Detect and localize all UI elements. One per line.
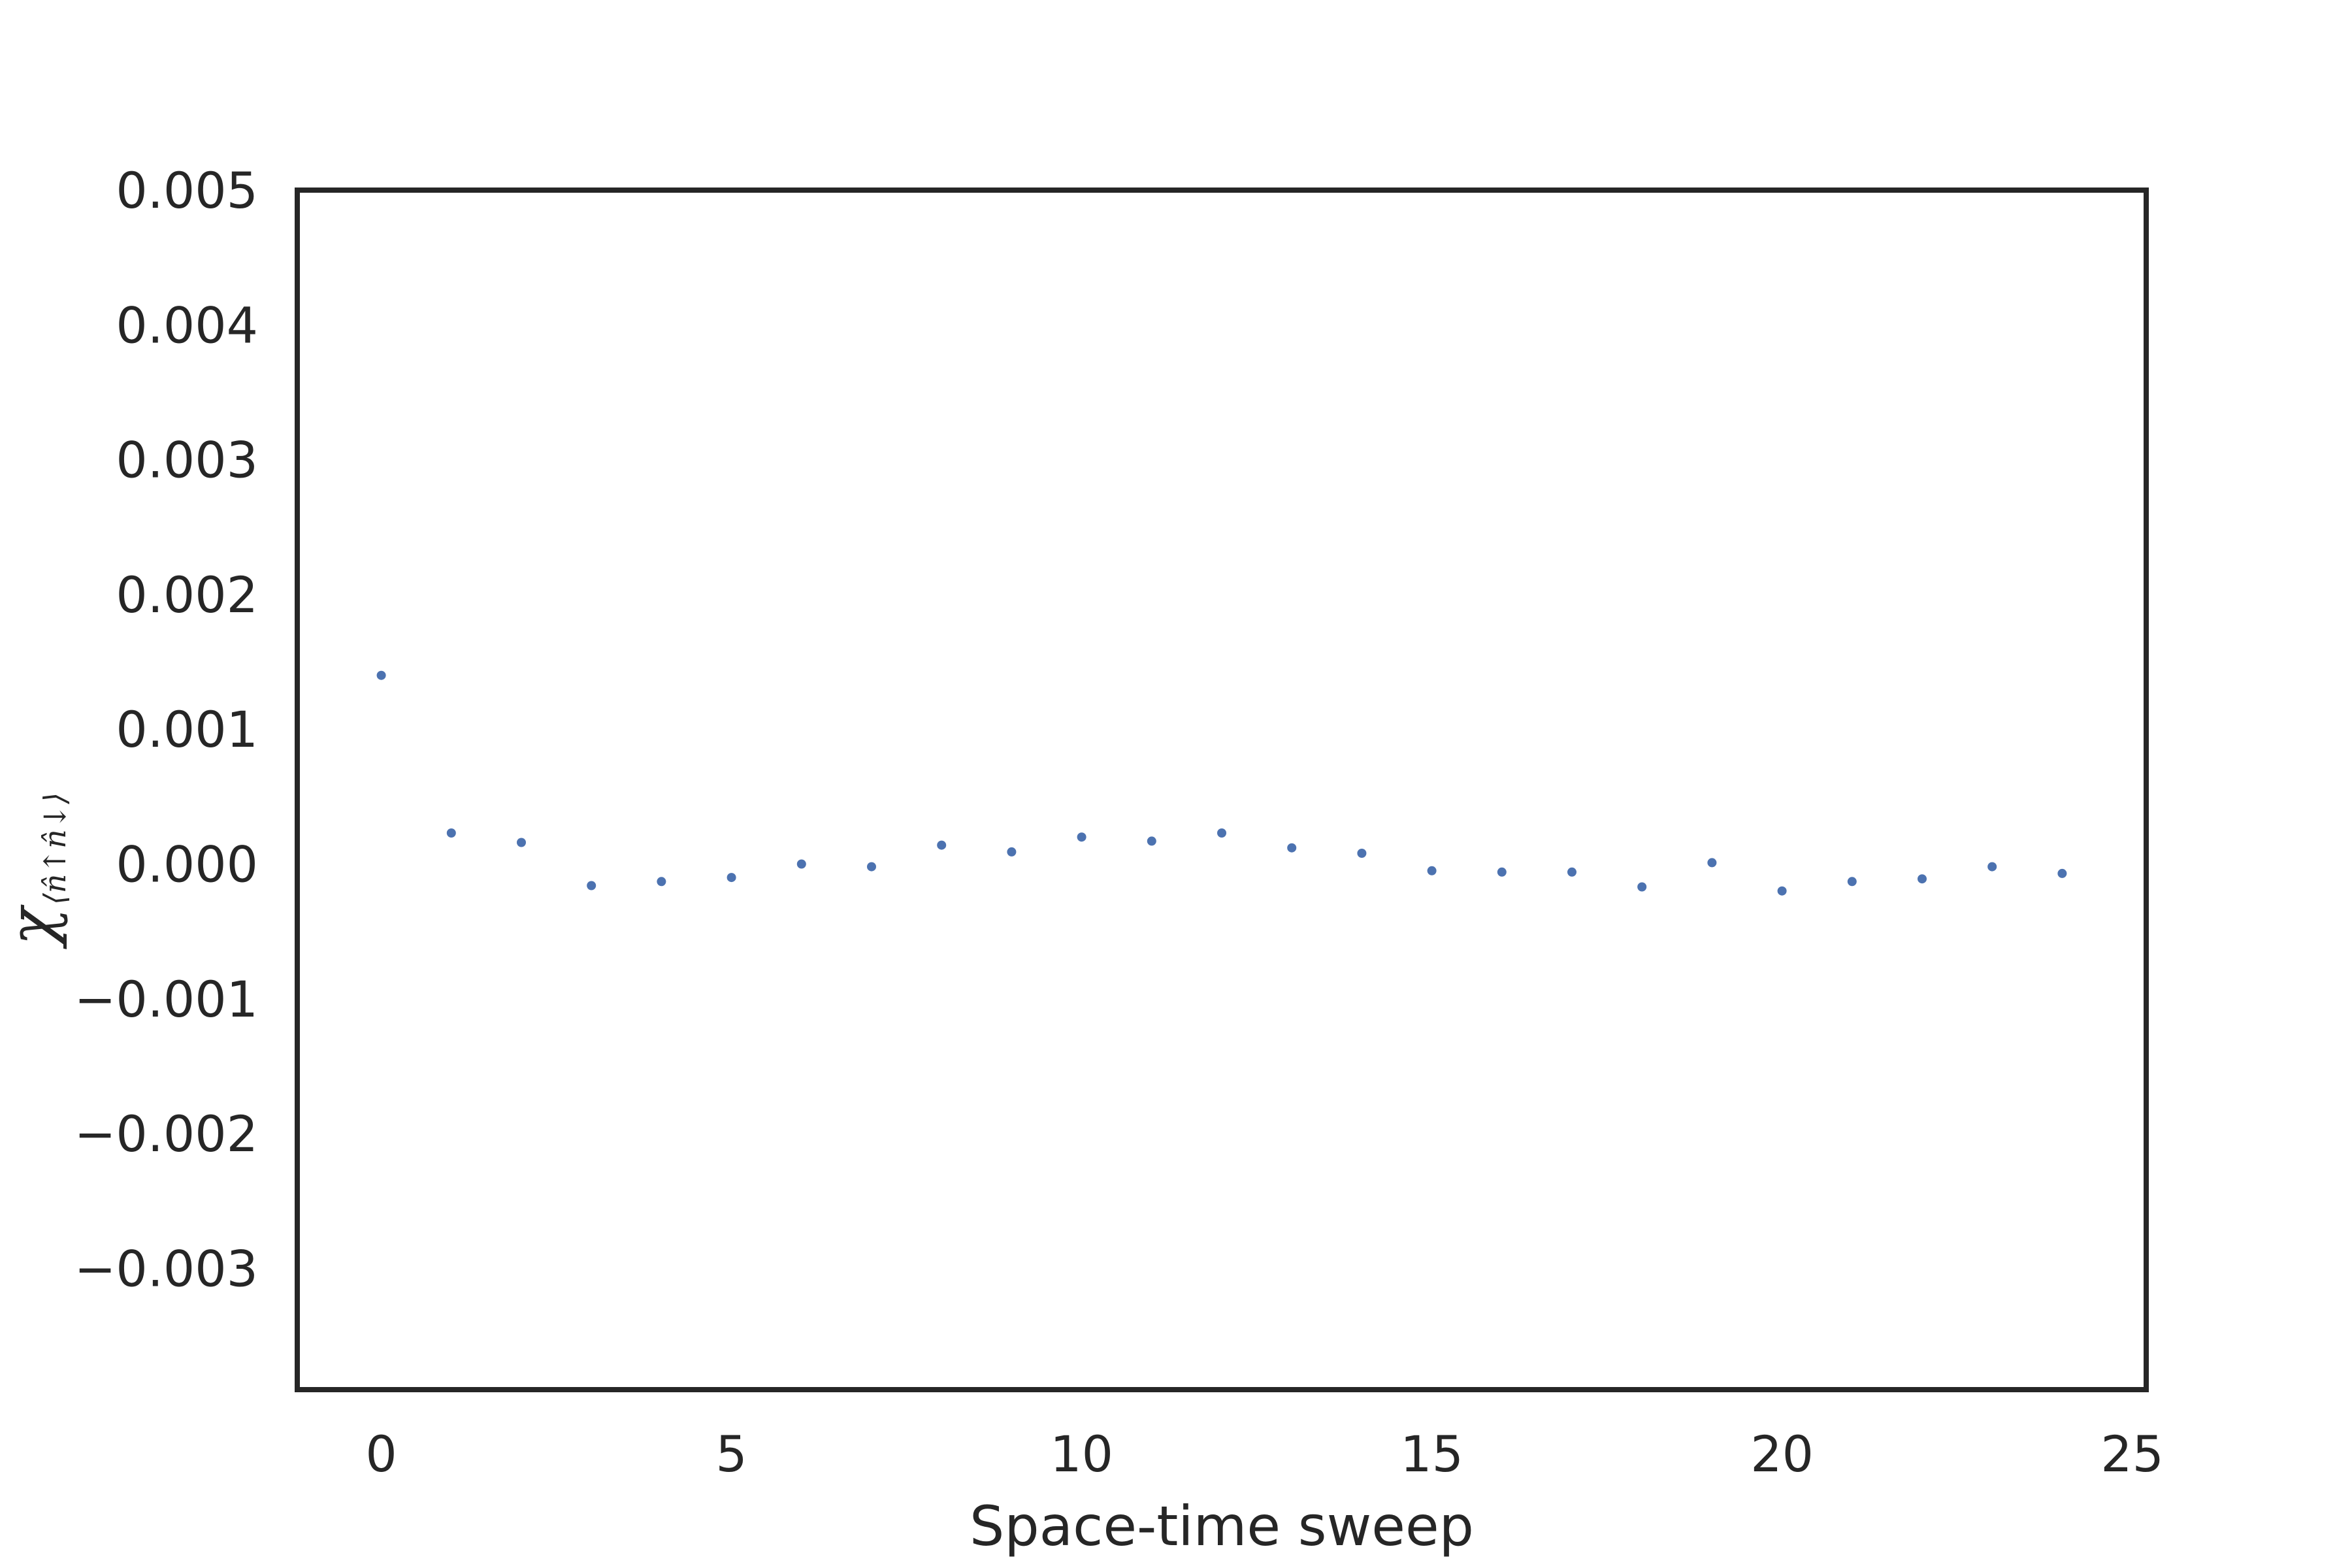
- data-point: [937, 840, 947, 850]
- y-tick-label: 0.002: [116, 566, 258, 624]
- y-tick-labels: 0.005 0.004 0.003 0.002 0.001 0.000 −0.001 −0.0…: [74, 161, 258, 1298]
- svg-text:χ ⟨n̂↑n̂↓⟩: χ ⟨n̂↑n̂↓⟩: [0, 792, 73, 949]
- y-axis-label: χ ⟨n̂↑n̂↓⟩: [0, 792, 73, 949]
- data-point: [1918, 874, 1927, 884]
- data-point: [1427, 866, 1437, 875]
- data-point: [1287, 843, 1297, 853]
- data-point: [1357, 849, 1367, 858]
- x-tick-label: 5: [715, 1425, 747, 1483]
- data-points: [376, 670, 2067, 896]
- data-point: [376, 670, 386, 680]
- data-point: [1637, 882, 1647, 892]
- data-point: [796, 859, 806, 869]
- x-tick-label: 20: [1750, 1425, 1814, 1483]
- data-point: [1147, 836, 1156, 846]
- x-tick-label: 0: [365, 1425, 397, 1483]
- data-point: [727, 873, 736, 883]
- data-point: [1217, 828, 1226, 838]
- data-point: [2057, 868, 2067, 878]
- y-tick-label: 0.000: [116, 836, 258, 894]
- data-point: [1007, 847, 1017, 857]
- data-point: [1497, 867, 1507, 877]
- data-point: [1777, 886, 1787, 896]
- data-point: [1847, 877, 1857, 887]
- y-tick-label: 0.004: [116, 296, 258, 354]
- y-tick-label: 0.001: [116, 700, 258, 759]
- data-point: [446, 828, 456, 838]
- y-tick-label: −0.001: [74, 970, 258, 1028]
- y-axis-label-subscript: ⟨n̂↑n̂↓⟩: [37, 792, 73, 905]
- y-axis-label-main: χ: [0, 904, 69, 949]
- y-tick-label: −0.003: [74, 1239, 258, 1298]
- x-tick-label: 15: [1400, 1425, 1463, 1483]
- data-point: [1567, 867, 1576, 877]
- x-tick-label: 25: [2100, 1425, 2164, 1483]
- data-point: [867, 862, 876, 872]
- data-point: [587, 881, 596, 890]
- y-tick-label: 0.003: [116, 431, 258, 489]
- y-tick-label: −0.002: [74, 1105, 258, 1163]
- x-axis-label: Space-time sweep: [970, 1494, 1474, 1558]
- data-point: [1077, 832, 1086, 842]
- y-tick-label: 0.005: [116, 161, 258, 220]
- data-point: [517, 838, 526, 847]
- x-tick-label: 10: [1050, 1425, 1113, 1483]
- plot-area: [295, 188, 2149, 1392]
- data-point: [1707, 858, 1717, 868]
- data-point: [1987, 862, 1997, 872]
- x-tick-labels: 0 5 10 15 20 25: [365, 1425, 2164, 1483]
- data-point: [657, 877, 666, 887]
